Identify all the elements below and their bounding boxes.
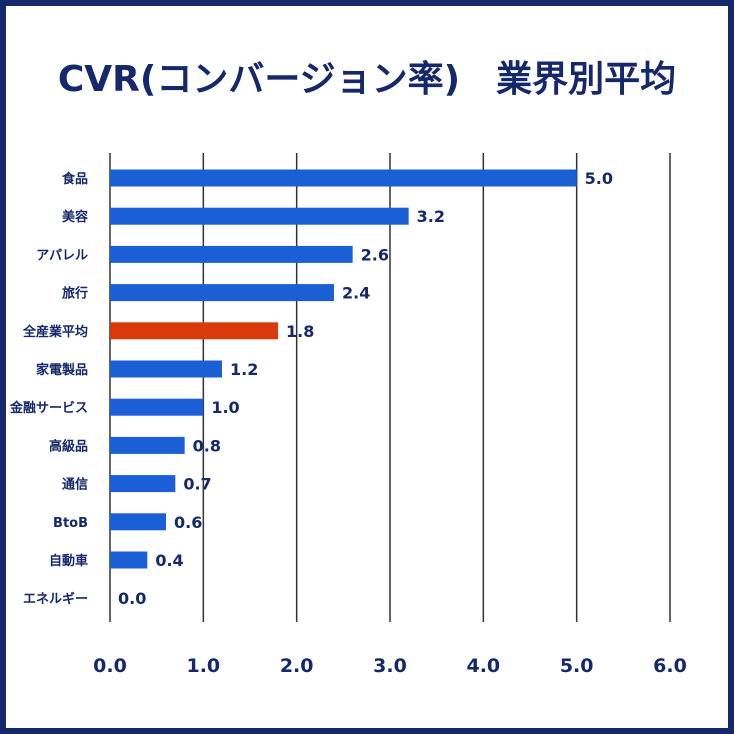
bar [110,551,148,569]
x-tick-label: 1.0 [186,655,220,677]
data-label: 2.6 [361,245,389,264]
category-label: 旅行 [62,286,88,302]
x-tick-label: 6.0 [653,655,687,677]
bar [110,169,577,187]
bar [110,207,409,225]
data-label: 0.4 [155,551,183,570]
data-label: 2.4 [342,284,370,303]
category-label: 美容 [62,209,88,225]
bar [110,475,176,493]
category-label: 高級品 [49,438,88,454]
bar [110,360,222,378]
data-label: 0.7 [183,475,211,494]
bar [110,284,334,302]
x-tick-label: 5.0 [560,655,594,677]
bar [110,398,204,416]
chart-title: CVR(コンバージョン率) 業界別平均 [57,59,677,100]
bar [110,436,185,454]
data-label: 1.8 [286,322,314,341]
labels: 0.0 1.0 2.0 3.0 4.0 5.0 6.0 食品 5.0 美容 3.2 アパレル 2.6 旅行… [9,169,687,677]
category-label: 食品 [62,171,88,187]
gridlines [109,153,671,622]
bar [110,245,353,263]
category-label: 全産業平均 [22,324,88,340]
data-label: 0.6 [174,513,202,532]
category-label: 自動車 [49,553,88,569]
x-tick-label: 4.0 [466,655,500,677]
category-label: 通信 [62,477,88,493]
category-label: BtoB [53,516,88,531]
data-label: 3.2 [417,207,445,226]
category-label: エネルギー [23,591,88,607]
bar [110,513,166,531]
data-label: 0.8 [193,436,221,455]
x-tick-label: 2.0 [280,655,314,677]
x-tick-label: 0.0 [93,655,127,677]
bar [110,322,278,340]
category-label: 金融サービス [9,400,88,416]
category-label: アパレル [36,248,88,263]
data-label: 5.0 [585,169,613,188]
bars [110,169,577,569]
data-label: 1.2 [230,360,258,379]
data-label: 1.0 [211,398,239,417]
category-label: 家電製品 [36,362,88,378]
x-tick-label: 3.0 [373,655,407,677]
data-label: 0.0 [118,589,146,608]
